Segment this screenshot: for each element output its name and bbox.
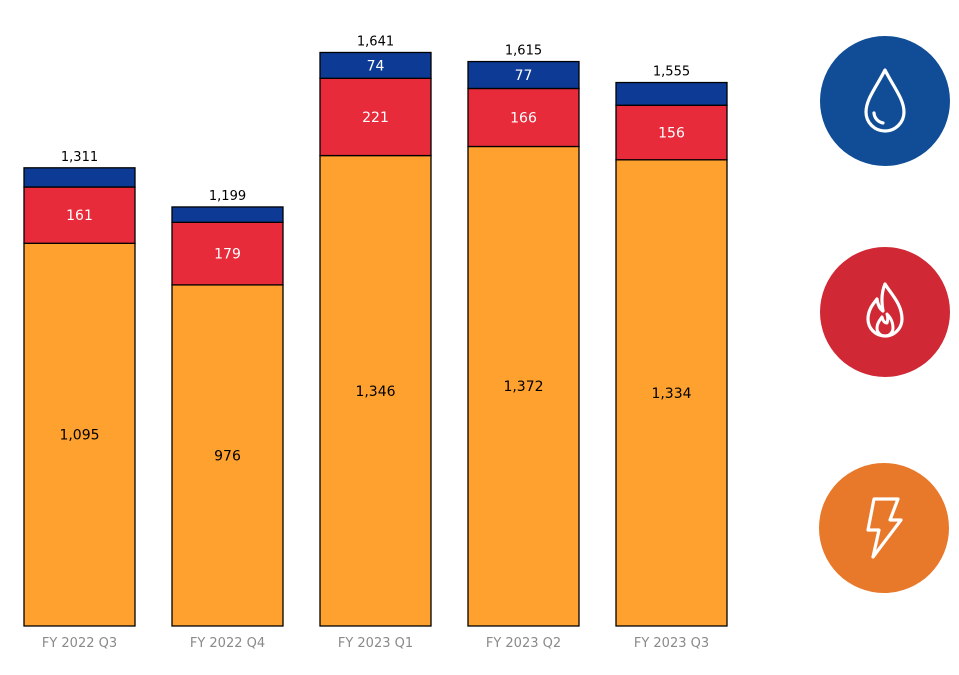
data-label-electric: 1,095	[59, 428, 99, 444]
bar-segment-electric	[615, 159, 728, 627]
x-tick-label: FY 2022 Q3	[42, 636, 117, 651]
data-label-electric: 1,372	[503, 379, 543, 395]
bar-segment-gas	[319, 77, 432, 157]
bar-segment-water	[615, 81, 728, 106]
bar-segment-electric	[319, 154, 432, 627]
stacked-bar-chart: 1,095 161 1,311 FY 2022 Q3 976 179 1,199 FY 202…	[23, 34, 728, 651]
bar-segment-water	[23, 167, 136, 188]
x-tick-label: FY 2023 Q1	[338, 636, 413, 651]
flame-glyph	[866, 282, 904, 338]
total-label: 1,641	[357, 34, 394, 49]
x-tick-label: FY 2022 Q4	[190, 636, 265, 651]
data-label-gas: 161	[66, 208, 93, 224]
data-label-water: 74	[367, 58, 385, 74]
total-label: 1,555	[653, 65, 690, 80]
data-label-water: 77	[515, 68, 533, 84]
total-label: 1,615	[505, 44, 542, 59]
x-tick-label: FY 2023 Q3	[634, 636, 709, 651]
total-label: 1,199	[209, 189, 246, 204]
bar-segment-gas	[615, 104, 728, 161]
data-label-gas: 156	[658, 126, 685, 142]
bar-segment-gas	[171, 221, 284, 286]
bar-segment-water	[171, 206, 284, 223]
bar-segment-gas	[23, 186, 136, 244]
x-tick-label: FY 2023 Q2	[486, 636, 561, 651]
water-drop-icon	[820, 36, 950, 166]
lightning-bolt-glyph	[866, 497, 903, 559]
data-label-electric: 976	[214, 448, 241, 464]
data-label-gas: 166	[510, 110, 537, 126]
bar-segment-gas	[467, 87, 580, 148]
bar-segment-water	[319, 51, 432, 79]
data-label-gas: 179	[214, 247, 241, 263]
total-label: 1,311	[61, 150, 98, 165]
bar-segment-water	[467, 60, 580, 90]
data-label-electric: 1,346	[355, 384, 395, 400]
bar-segment-electric	[23, 242, 136, 627]
bar-segment-electric	[467, 145, 580, 627]
data-label-electric: 1,334	[651, 386, 691, 402]
water-drop-glyph	[864, 68, 906, 133]
lightning-bolt-icon	[819, 463, 949, 593]
data-label-gas: 221	[362, 110, 389, 126]
flame-icon	[820, 247, 950, 377]
